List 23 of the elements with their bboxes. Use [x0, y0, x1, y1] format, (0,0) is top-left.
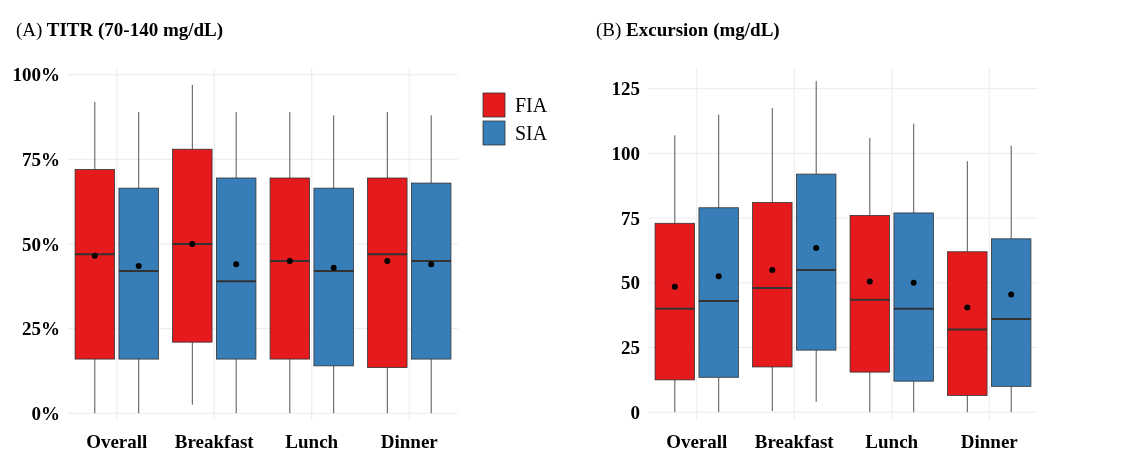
x-tick-label: Lunch [285, 431, 339, 449]
legend-label: SIA [515, 122, 548, 144]
y-tick-label: 25 [621, 337, 640, 359]
x-tick-label: Dinner [960, 431, 1019, 449]
y-tick-label: 50 [621, 272, 640, 294]
y-tick-label: 50% [22, 233, 60, 255]
x-tick-label: Dinner [380, 431, 439, 449]
x-tick-label: Lunch [865, 431, 919, 449]
x-tick-label: Breakfast [754, 431, 835, 449]
y-tick-label: 75 [621, 207, 640, 229]
legend-label: FIA [515, 94, 548, 116]
chart-title: (B) Excursion (mg/dL) [596, 19, 780, 41]
y-tick-label: 0 [630, 401, 640, 423]
x-tick-label: Overall [666, 431, 728, 449]
y-tick-label: 25% [22, 318, 60, 340]
y-tick-label: 75% [22, 149, 60, 171]
y-tick-label: 100 [611, 143, 640, 165]
x-tick-label: Breakfast [174, 431, 255, 449]
y-tick-label: 100% [12, 64, 60, 86]
chart-title: (A) TITR (70-140 mg/dL) [16, 19, 224, 41]
x-tick-label: Overall [86, 431, 148, 449]
y-tick-label: 125 [611, 78, 640, 100]
y-tick-label: 0% [31, 402, 60, 424]
